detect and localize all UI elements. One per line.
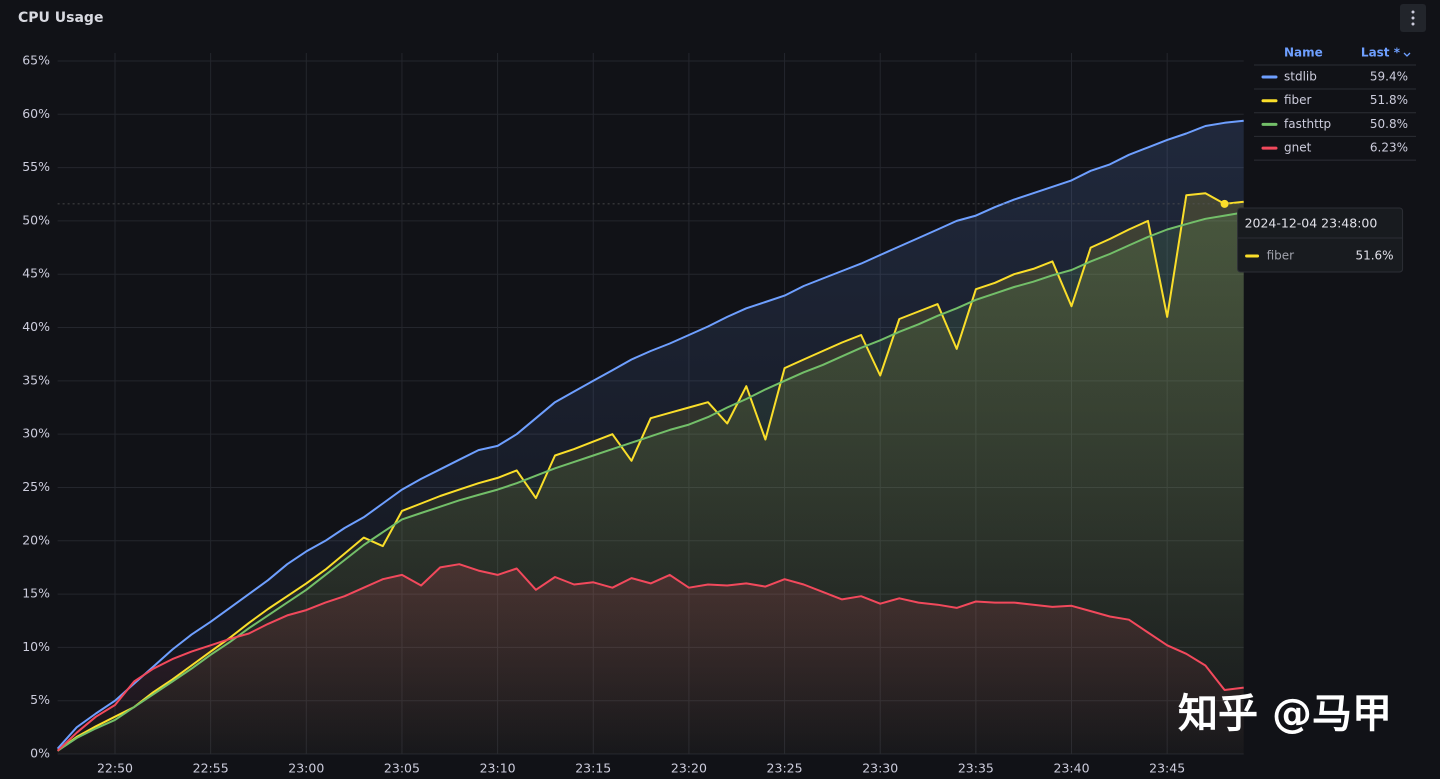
plot-area: 0% 5% 10% 15% 20% 25% 30% 35% 40% 45% 50% 55% 60% 65%… (22, 53, 1244, 776)
series-line (57, 192, 1244, 752)
panel-menu[interactable] (1400, 4, 1426, 32)
tooltip-box (1237, 207, 1404, 273)
y-tick-label: 35% (22, 372, 50, 387)
x-tick-label: 23:25 (767, 761, 803, 776)
watermark: 知乎 @马甲 (1178, 691, 1392, 737)
y-tick-label: 15% (22, 586, 50, 601)
y-tick-label: 65% (22, 53, 50, 68)
legend-value: 59.4% (1370, 70, 1408, 84)
legend-header[interactable]: Name (1284, 46, 1323, 60)
x-tick-label: 23:40 (1054, 761, 1090, 776)
legend-value: 50.8% (1370, 117, 1408, 131)
chart-title: CPU Usage (18, 10, 103, 26)
y-tick-label: 0% (30, 746, 50, 761)
y-tick-label: 30% (22, 426, 50, 441)
y-tick-label: 40% (22, 319, 50, 334)
series-line (57, 211, 1244, 752)
x-tick-label: 23:20 (671, 761, 707, 776)
y-tick-label: 45% (22, 266, 50, 281)
y-tick-label: 10% (22, 639, 50, 654)
y-tick-label: 55% (22, 159, 50, 174)
legend-label: gnet (1284, 141, 1312, 155)
tooltip-value: 51.6% (1355, 249, 1393, 263)
legend-item[interactable]: fasthttp 50.8% (1261, 117, 1408, 131)
tooltip-time: 2024-12-04 23:48:00 (1245, 216, 1378, 231)
legend-label: fasthttp (1284, 117, 1331, 131)
y-tick-label: 20% (22, 532, 50, 547)
series-line (56, 119, 1244, 750)
legend-item[interactable]: fiber 51.8% (1261, 93, 1408, 107)
sort-icon (1403, 52, 1411, 57)
y-tick-label: 60% (22, 106, 50, 121)
x-tick-label: 22:50 (97, 761, 133, 776)
y-tick-label: 50% (22, 212, 50, 227)
x-tick-label: 22:55 (193, 761, 229, 776)
legend-header[interactable]: Last * (1361, 46, 1401, 60)
hover-point (1220, 199, 1229, 208)
x-tick-label: 23:35 (958, 761, 994, 776)
x-tick-label: 23:15 (575, 761, 611, 776)
x-tick-label: 23:30 (862, 761, 898, 776)
legend-label: fiber (1284, 93, 1312, 107)
x-tick-label: 23:00 (288, 761, 324, 776)
area-fill (57, 564, 1244, 754)
legend: Name Last * stdlib 59.4% fiber 51.8% fasthtt… (1254, 46, 1416, 161)
series-line (56, 563, 1244, 752)
legend-value: 6.23% (1370, 141, 1408, 155)
y-tick-label: 5% (30, 692, 50, 707)
tooltip-series: fiber (1267, 249, 1295, 263)
x-tick-label: 23:05 (384, 761, 420, 776)
y-tick-label: 25% (22, 479, 50, 494)
tooltip: 2024-12-04 23:48:00 fiber 51.6% (57, 199, 1404, 273)
legend-item[interactable]: stdlib 59.4% (1261, 70, 1408, 84)
x-tick-label: 23:45 (1149, 761, 1185, 776)
legend-item[interactable]: gnet 6.23% (1261, 141, 1408, 155)
legend-value: 51.8% (1370, 93, 1408, 107)
legend-label: stdlib (1284, 70, 1317, 84)
x-tick-label: 23:10 (480, 761, 516, 776)
